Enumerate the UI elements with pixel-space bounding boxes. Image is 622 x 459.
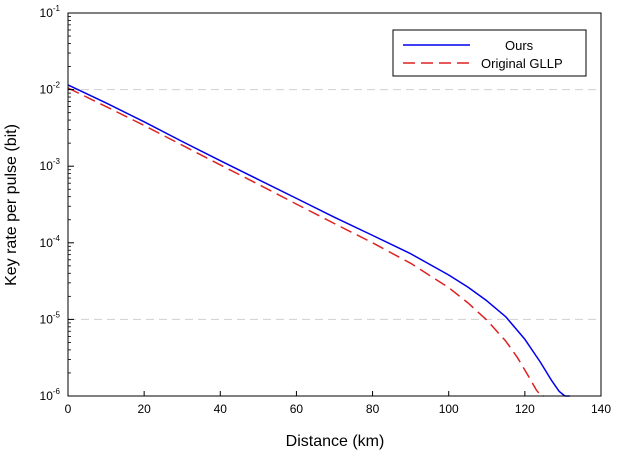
x-axis-label: Distance (km)	[286, 433, 385, 450]
y-tick-label: 10-1	[40, 4, 61, 20]
y-axis-label: Key rate per pulse (bit)	[3, 124, 20, 286]
grid-lines	[68, 89, 601, 320]
legend: Ours Original GLLP	[392, 29, 587, 77]
plot-frame	[67, 12, 602, 397]
y-tick-base: 10	[40, 236, 54, 250]
x-tick-label: 120	[515, 402, 535, 416]
y-tick-label: 10-2	[40, 81, 61, 97]
x-axis-ticks: 0 20 40 60 80 100 120 140	[65, 391, 611, 416]
y-tick-base: 10	[40, 389, 54, 403]
series-line-original-gllp	[67, 87, 544, 397]
y-tick-label: 10-3	[40, 157, 61, 173]
y-tick-exponent: -6	[53, 387, 61, 396]
y-tick-exponent: -1	[53, 4, 61, 13]
x-tick-label: 20	[137, 402, 151, 416]
y-tick-base: 10	[40, 312, 54, 326]
y-tick-label: 10-6	[40, 387, 61, 403]
y-tick-exponent: -2	[53, 81, 61, 90]
x-tick-label: 80	[366, 402, 380, 416]
legend-label-original-gllp: Original GLLP	[481, 56, 563, 71]
legend-label-ours: Ours	[505, 38, 534, 53]
y-tick-label: 10-4	[40, 234, 61, 250]
y-tick-base: 10	[40, 83, 54, 97]
y-tick-exponent: -3	[53, 157, 61, 166]
y-tick-exponent: -4	[53, 234, 61, 243]
y-tick-base: 10	[40, 159, 54, 173]
legend-box	[392, 29, 587, 77]
x-tick-label: 60	[290, 402, 304, 416]
x-tick-label: 100	[439, 402, 459, 416]
x-tick-label: 140	[591, 402, 611, 416]
x-tick-label: 40	[214, 402, 228, 416]
y-tick-label: 10-5	[40, 310, 61, 326]
x-tick-label: 0	[65, 402, 72, 416]
series-layer	[67, 84, 570, 397]
y-tick-base: 10	[40, 6, 54, 20]
series-line-ours	[67, 84, 570, 397]
y-tick-exponent: -5	[53, 310, 61, 319]
y-axis-ticks: 10-110-210-310-410-510-6	[40, 4, 74, 403]
